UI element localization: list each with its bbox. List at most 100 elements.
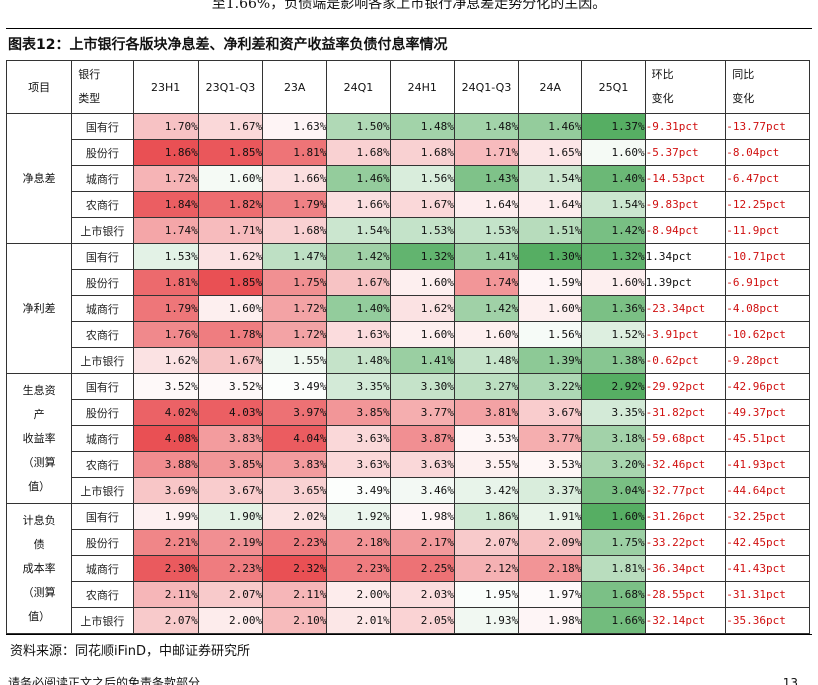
value-cell: 1.60% <box>581 269 646 296</box>
value-cell: 3.97% <box>262 399 328 426</box>
table-body: 净息差 国有行 1.70% 1.67% 1.63% 1.50% 1.48% 1.48% 1.46… <box>5 113 810 634</box>
header-qoq: 环比 变化 <box>644 60 727 114</box>
value-cell: 1.95% <box>453 581 520 608</box>
value-cell: 4.03% <box>197 399 264 426</box>
qoq-change-cell: -31.82pct <box>644 399 727 426</box>
bank-type-cell: 上市银行 <box>71 607 134 634</box>
value-cell: 1.68% <box>389 139 455 166</box>
value-cell: 3.85% <box>197 451 264 478</box>
value-cell: 3.63% <box>326 451 391 478</box>
value-cell: 1.72% <box>132 165 199 192</box>
bank-type-cell: 国有行 <box>71 243 134 270</box>
value-cell: 3.69% <box>132 477 199 504</box>
metric-label-line: （测算 <box>22 585 56 599</box>
page-footer: 请务必阅读正文之后的免责条款部分 13 <box>0 676 818 685</box>
metric-label-line: 收益率 <box>22 431 56 445</box>
metric-label-line: 计息负 <box>22 513 56 527</box>
value-cell: 1.84% <box>132 191 199 218</box>
qoq-change-cell: -23.34pct <box>644 295 727 322</box>
yoy-change-cell: -13.77pct <box>725 113 810 140</box>
value-cell: 3.52% <box>197 373 264 400</box>
value-cell: 1.63% <box>262 113 328 140</box>
value-cell: 1.41% <box>453 243 520 270</box>
yoy-change-cell: -6.91pct <box>725 269 810 296</box>
value-cell: 1.42% <box>453 295 520 322</box>
value-cell: 3.46% <box>389 477 455 504</box>
value-cell: 1.50% <box>326 113 391 140</box>
value-cell: 1.66% <box>326 191 391 218</box>
value-cell: 1.54% <box>326 217 391 244</box>
header-bank-type-line1: 银行 <box>78 68 101 81</box>
value-cell: 3.83% <box>197 425 264 452</box>
bank-type-cell: 上市银行 <box>71 477 134 504</box>
value-cell: 1.68% <box>262 217 328 244</box>
metric-label: 净息差 <box>5 113 73 244</box>
value-cell: 1.32% <box>581 243 646 270</box>
value-cell: 1.98% <box>518 607 583 634</box>
value-cell: 3.53% <box>453 425 520 452</box>
value-cell: 2.12% <box>453 555 520 582</box>
value-cell: 1.63% <box>326 321 391 348</box>
value-cell: 1.53% <box>453 217 520 244</box>
page-number: 13 <box>782 676 798 685</box>
metric-label-line: （测算 <box>22 455 56 469</box>
table-row: 农商行 1.84% 1.82% 1.79% 1.66% 1.67% 1.64% 1.64% 1.… <box>7 191 810 218</box>
value-cell: 1.30% <box>518 243 583 270</box>
qoq-change-cell: -32.14pct <box>644 607 727 634</box>
value-cell: 1.48% <box>326 347 391 374</box>
value-cell: 1.78% <box>197 321 264 348</box>
value-cell: 1.79% <box>132 295 199 322</box>
yoy-change-cell: -31.31pct <box>725 581 810 608</box>
value-cell: 1.53% <box>132 243 199 270</box>
value-cell: 1.90% <box>197 503 264 530</box>
value-cell: 1.60% <box>197 295 264 322</box>
metric-label: 净利差 <box>5 243 73 374</box>
qoq-change-cell: -32.46pct <box>644 451 727 478</box>
value-cell: 1.38% <box>581 347 646 374</box>
value-cell: 1.85% <box>197 269 264 296</box>
table-row: 上市银行 3.69% 3.67% 3.65% 3.49% 3.46% 3.42% 3.37% 3… <box>7 477 810 504</box>
value-cell: 1.97% <box>518 581 583 608</box>
value-cell: 1.60% <box>389 321 455 348</box>
qoq-change-cell: 1.34pct <box>644 243 727 270</box>
table-header-row: 项目 银行 类型 23H1 23Q1-Q3 23A 24Q1 24H1 24Q1… <box>5 60 810 114</box>
value-cell: 2.07% <box>453 529 520 556</box>
value-cell: 3.67% <box>518 399 583 426</box>
value-cell: 2.11% <box>262 581 328 608</box>
value-cell: 1.56% <box>518 321 583 348</box>
yoy-change-cell: -45.51pct <box>725 425 810 452</box>
value-cell: 1.98% <box>389 503 455 530</box>
qoq-change-cell: -28.55pct <box>644 581 727 608</box>
value-cell: 3.63% <box>326 425 391 452</box>
yoy-change-cell: -4.08pct <box>725 295 810 322</box>
header-qoq-line1: 环比 <box>651 68 674 81</box>
table-row: 城商行 2.30% 2.23% 2.32% 2.23% 2.25% 2.12% 2.18% 1.… <box>7 555 810 582</box>
value-cell: 2.10% <box>262 607 328 634</box>
table-row: 股份行 4.02% 4.03% 3.97% 3.85% 3.77% 3.81% 3.67% 3.… <box>7 399 810 426</box>
table-row: 城商行 1.79% 1.60% 1.72% 1.40% 1.62% 1.42% 1.60% 1.… <box>7 295 810 322</box>
table-row: 农商行 1.76% 1.78% 1.72% 1.63% 1.60% 1.60% 1.56% 1.… <box>7 321 810 348</box>
value-cell: 3.04% <box>581 477 646 504</box>
qoq-change-cell: 1.39pct <box>644 269 727 296</box>
header-period: 24A <box>518 60 583 114</box>
value-cell: 1.46% <box>518 113 583 140</box>
bank-type-cell: 城商行 <box>71 425 134 452</box>
table-row: 城商行 4.08% 3.83% 4.04% 3.63% 3.87% 3.53% 3.77% 3.… <box>7 425 810 452</box>
value-cell: 1.62% <box>389 295 455 322</box>
value-cell: 1.46% <box>326 165 391 192</box>
intro-text: 至1.66%，负债端是影响各家上市银行净息差走势分化的主因。 <box>211 0 607 12</box>
table-row: 计息负债成本率 （测算 值） 国有行 1.99% 1.90% 2.02% 1.92% 1.98%… <box>5 503 810 634</box>
value-cell: 2.32% <box>262 555 328 582</box>
header-period: 23A <box>262 60 328 114</box>
value-cell: 1.60% <box>518 295 583 322</box>
value-cell: 1.51% <box>518 217 583 244</box>
value-cell: 4.08% <box>132 425 199 452</box>
table-row: 股份行 1.86% 1.85% 1.81% 1.68% 1.68% 1.71% 1.65% 1.… <box>7 139 810 166</box>
bank-type-cell: 国有行 <box>71 373 134 400</box>
value-cell: 1.70% <box>132 113 199 140</box>
value-cell: 1.52% <box>581 321 646 348</box>
value-cell: 2.19% <box>197 529 264 556</box>
value-cell: 3.52% <box>132 373 199 400</box>
value-cell: 3.49% <box>262 373 328 400</box>
value-cell: 1.68% <box>326 139 391 166</box>
